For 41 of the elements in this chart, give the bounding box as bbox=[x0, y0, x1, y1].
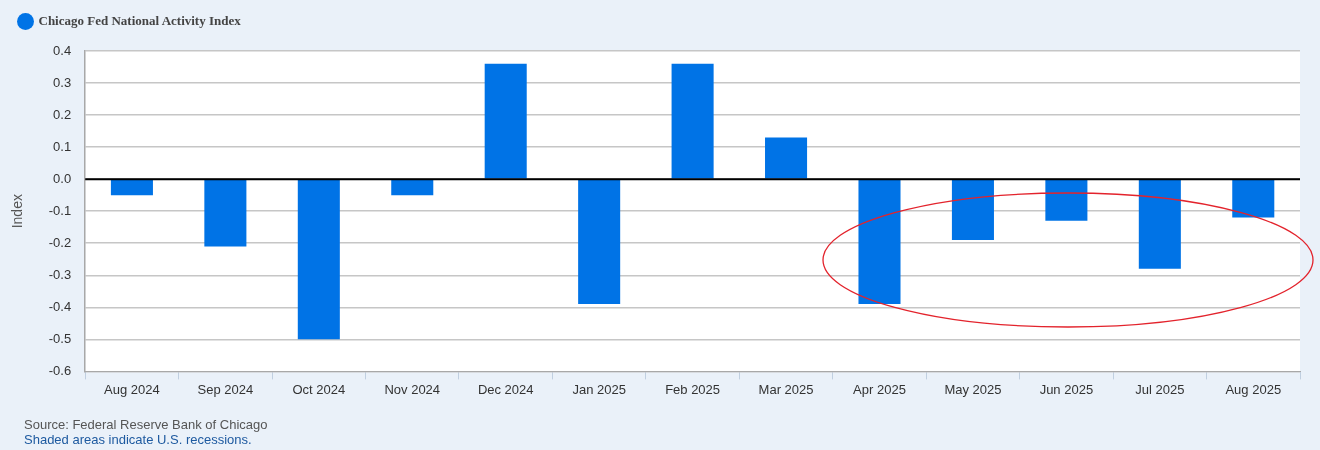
x-tick-label: Sep 2024 bbox=[197, 381, 254, 397]
x-tick-label: Jan 2025 bbox=[572, 381, 626, 397]
bar bbox=[204, 179, 247, 247]
bar bbox=[578, 179, 621, 305]
legend-label: Chicago Fed National Activity Index bbox=[38, 12, 242, 28]
bar bbox=[1232, 179, 1275, 218]
x-tick-label: Oct 2024 bbox=[292, 381, 346, 397]
y-tick-label: -0.4 bbox=[48, 298, 72, 314]
y-tick-label: 0.2 bbox=[53, 106, 72, 122]
x-tick-label: Nov 2024 bbox=[384, 381, 441, 397]
bar bbox=[484, 63, 527, 179]
y-tick-label: 0.4 bbox=[53, 42, 72, 58]
bar bbox=[110, 179, 153, 196]
y-tick-label: 0.0 bbox=[53, 170, 72, 186]
bar bbox=[765, 137, 808, 179]
bar bbox=[858, 179, 901, 305]
bar bbox=[951, 179, 994, 241]
bar bbox=[297, 179, 340, 340]
y-axis-title: Index bbox=[9, 194, 26, 229]
y-tick-label: -0.6 bbox=[48, 362, 72, 378]
x-tick-label: Feb 2025 bbox=[665, 381, 721, 397]
bar bbox=[391, 179, 434, 196]
x-tick-label: Jul 2025 bbox=[1135, 381, 1185, 397]
y-tick-label: -0.1 bbox=[48, 202, 72, 218]
x-tick-label: Apr 2025 bbox=[853, 381, 906, 397]
x-tick-label: Aug 2024 bbox=[104, 381, 160, 397]
x-tick-label: Jun 2025 bbox=[1039, 381, 1094, 397]
y-tick-label: -0.2 bbox=[48, 234, 72, 250]
x-tick-label: Aug 2025 bbox=[1225, 381, 1282, 397]
y-tick-label: -0.5 bbox=[48, 330, 72, 346]
source-note: Source: Federal Reserve Bank of Chicago bbox=[24, 417, 268, 432]
y-tick-label: -0.3 bbox=[48, 266, 72, 282]
x-tick-label: Mar 2025 bbox=[758, 381, 814, 397]
bar bbox=[1045, 179, 1088, 221]
bar bbox=[671, 63, 714, 179]
x-tick-label: Dec 2024 bbox=[477, 381, 534, 397]
x-tick-label: May 2025 bbox=[944, 381, 1002, 397]
y-tick-label: 0.3 bbox=[53, 74, 72, 90]
bar bbox=[1138, 179, 1181, 269]
text: Shaded areas indicate U.S. recessions. bbox=[24, 432, 252, 447]
y-tick-label: 0.1 bbox=[53, 138, 72, 154]
